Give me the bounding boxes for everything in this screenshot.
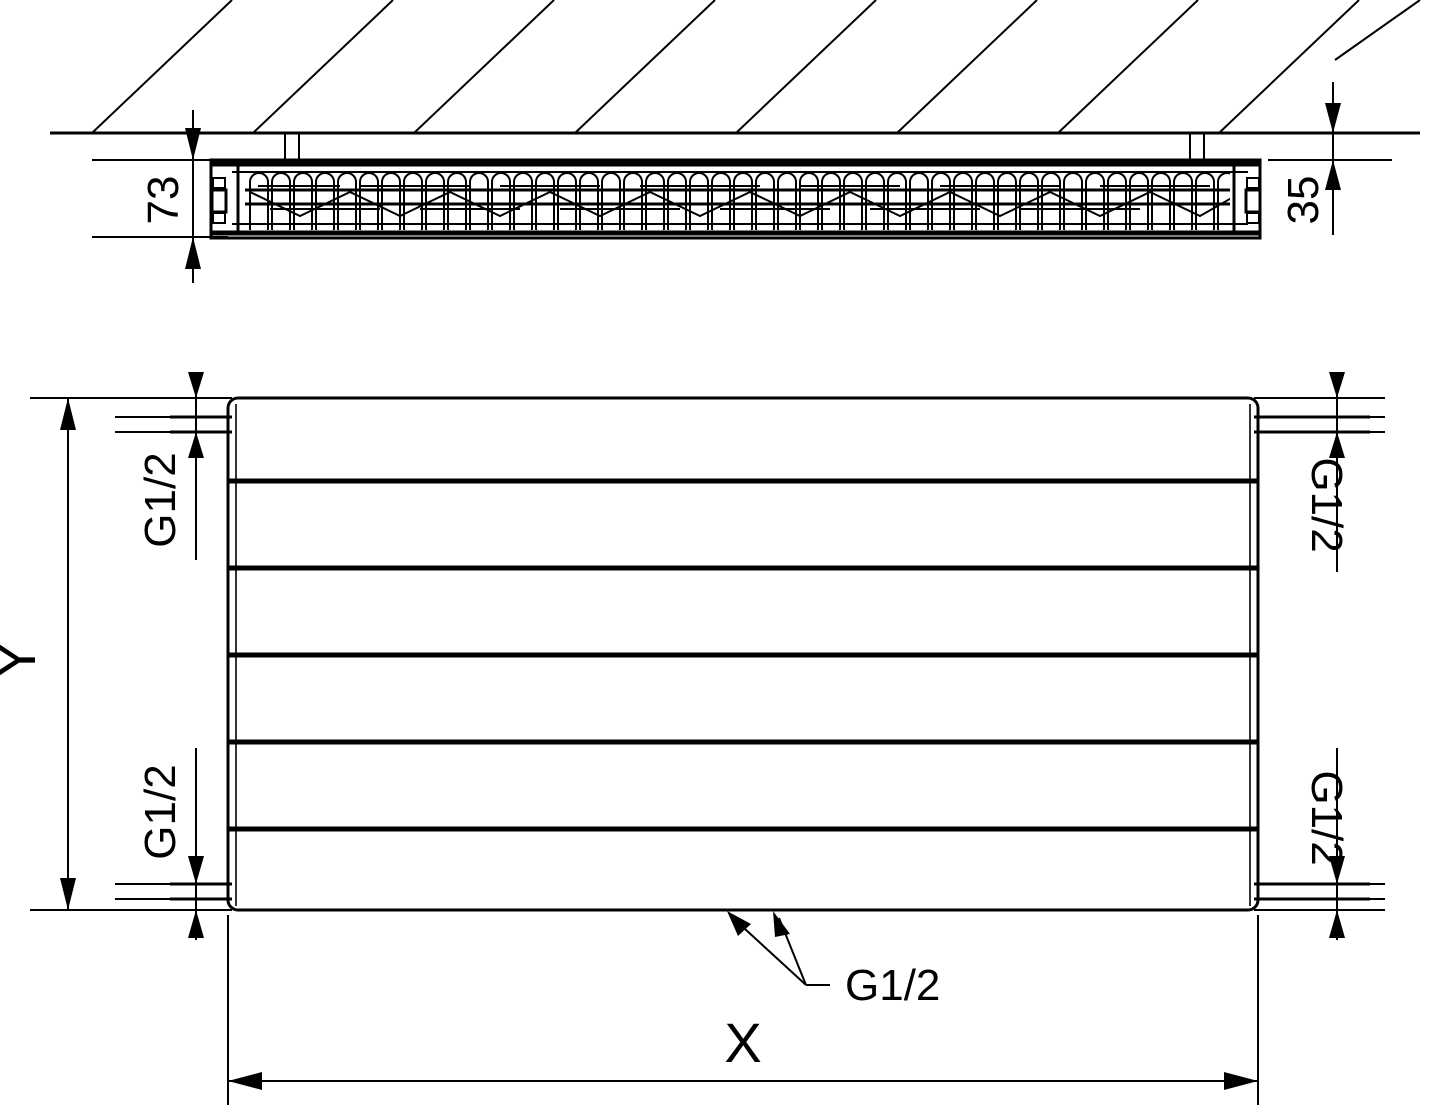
dimension-label-g12-bottom-left: G1/2: [136, 764, 185, 859]
dimension-label-height: Y: [0, 641, 47, 678]
convector-fin-pattern: [245, 172, 1230, 230]
dimension-label-g12-bottom-right: G1/2: [1302, 770, 1351, 865]
dimension-g12-bottom-left: G1/2: [115, 748, 232, 940]
dimension-label-width: X: [724, 1011, 761, 1074]
dimension-label-g12-top-left: G1/2: [136, 452, 185, 547]
dimension-label-g12-leader: G1/2: [845, 961, 940, 1010]
dimension-g12-top-left: G1/2: [115, 372, 232, 560]
radiator-section-body: [209, 158, 1262, 240]
dimension-label-wallgap: 35: [1279, 176, 1328, 225]
dimension-depth-73: 73: [92, 110, 228, 283]
front-view-panel: [226, 396, 1260, 912]
leader-g12-bottom: G1/2: [727, 911, 940, 1010]
dimension-g12-bottom-right: G1/2: [1254, 748, 1385, 940]
dimension-width-x: X: [227, 915, 1259, 1105]
mounting-bracket-group: [284, 133, 1205, 163]
panel-groove-lines: [228, 478, 1258, 832]
wall-hatching-group: [91, 0, 1421, 134]
dimension-label-g12-top-right: G1/2: [1302, 457, 1351, 552]
dimension-g12-top-right: G1/2: [1254, 372, 1385, 572]
dimension-label-depth: 73: [139, 176, 188, 225]
dimension-wallgap-35: 35: [1268, 82, 1392, 235]
